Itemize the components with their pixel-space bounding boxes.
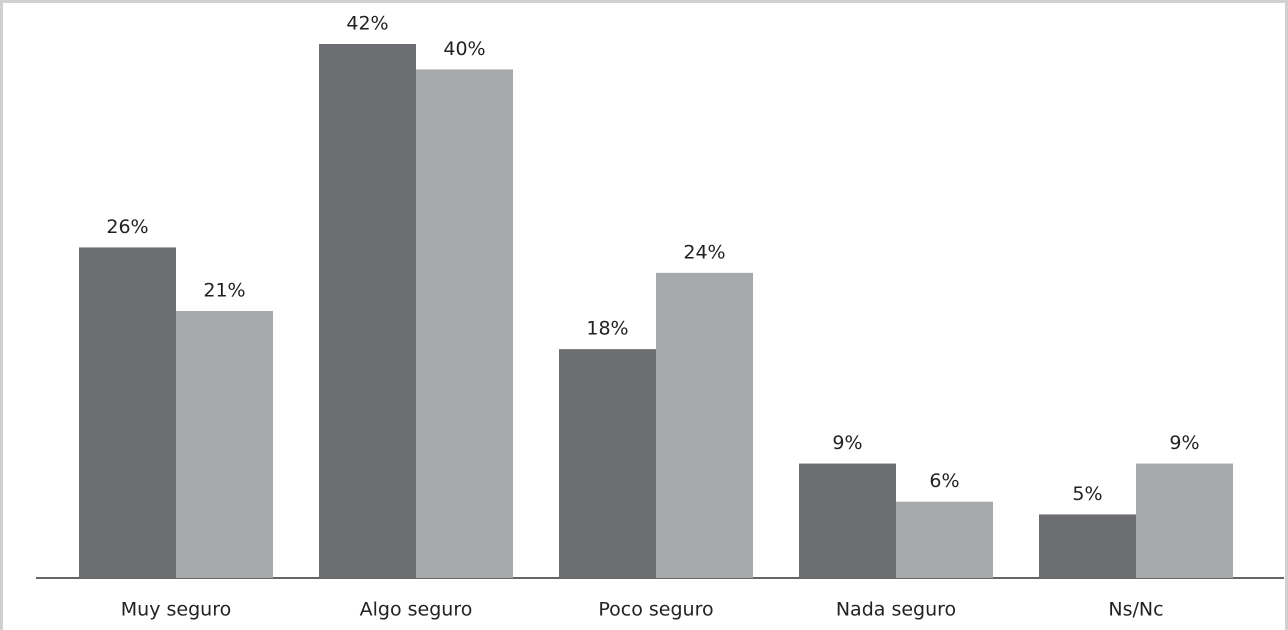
value-label: 24% <box>683 241 725 263</box>
value-label: 40% <box>443 38 485 60</box>
bar <box>416 69 513 578</box>
value-label: 21% <box>203 280 245 302</box>
bar <box>656 272 753 578</box>
x-tick-label: Muy seguro <box>121 599 231 621</box>
x-tick-label: Algo seguro <box>360 599 473 621</box>
bar <box>799 463 896 578</box>
value-label: 18% <box>586 318 628 340</box>
bar <box>319 44 416 578</box>
bar <box>896 501 993 578</box>
value-label: 5% <box>1072 483 1102 505</box>
x-tick-label: Poco seguro <box>598 599 713 621</box>
value-label: 9% <box>1169 432 1199 454</box>
x-tick-label: Nada seguro <box>836 599 956 621</box>
value-label: 42% <box>346 13 388 35</box>
bar <box>1136 463 1233 578</box>
value-label: 26% <box>106 216 148 238</box>
value-label: 9% <box>832 432 862 454</box>
x-tick-label: Ns/Nc <box>1108 599 1163 621</box>
bar <box>79 247 176 578</box>
bar <box>559 349 656 578</box>
bar <box>1039 514 1136 578</box>
value-label: 6% <box>929 470 959 492</box>
bar <box>176 311 273 578</box>
